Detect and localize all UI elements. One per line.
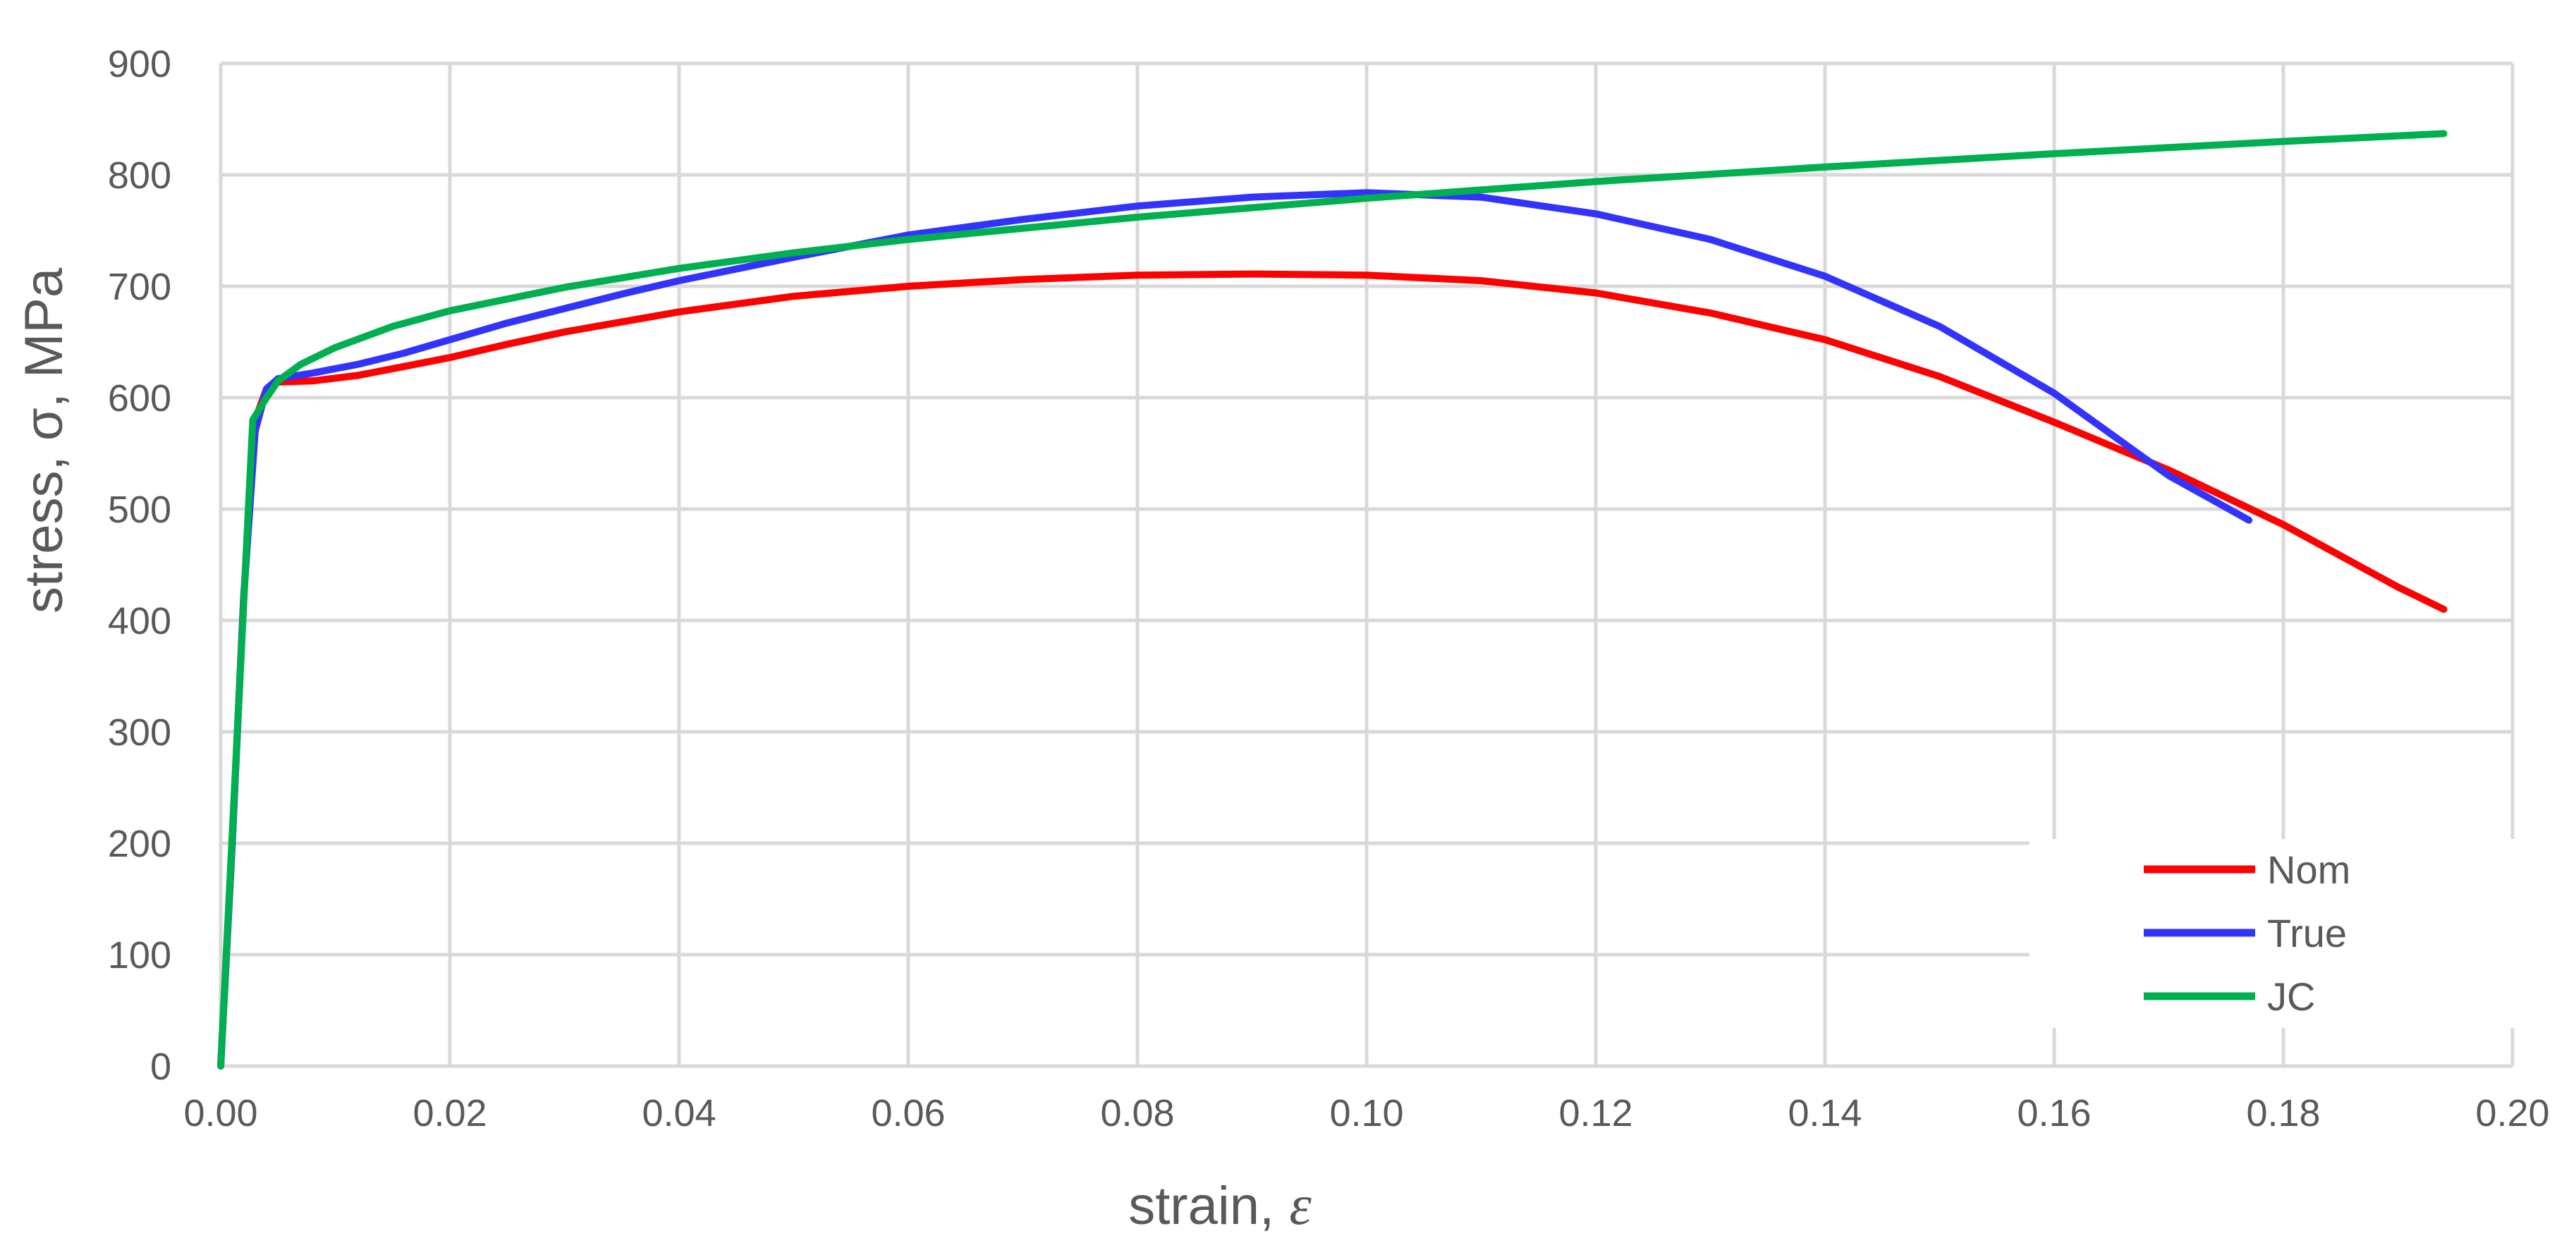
x-axis-title: strain, ε — [1128, 1175, 1312, 1237]
y-axis-tick-labels: 0 100 200 300 400 500 600 700 800 900 — [108, 43, 171, 1088]
y-tick-label: 400 — [108, 600, 171, 642]
legend-background — [2029, 839, 2516, 1028]
y-axis-title: stress, σ, MPa — [14, 267, 74, 613]
x-tick-label: 0.10 — [1329, 1092, 1403, 1134]
x-tick-label: 0.20 — [2475, 1092, 2549, 1134]
y-tick-label: 300 — [108, 711, 171, 754]
y-tick-label: 100 — [108, 934, 171, 976]
y-tick-label: 200 — [108, 823, 171, 865]
series-lines — [217, 130, 2448, 1070]
series-line-true — [217, 189, 2253, 1070]
legend: Nom True JC — [2029, 839, 2516, 1028]
x-tick-label: 0.04 — [642, 1092, 716, 1134]
y-tick-label: 0 — [150, 1046, 171, 1088]
y-tick-label: 900 — [108, 43, 171, 85]
x-tick-label: 0.18 — [2246, 1092, 2320, 1134]
legend-label-true: True — [2267, 911, 2347, 955]
x-axis-title-symbol: ε — [1289, 1175, 1312, 1237]
y-tick-label: 500 — [108, 489, 171, 531]
x-tick-label: 0.16 — [2017, 1092, 2091, 1134]
legend-label-jc: JC — [2267, 974, 2315, 1019]
x-tick-label: 0.00 — [183, 1092, 257, 1134]
x-tick-label: 0.12 — [1558, 1092, 1632, 1134]
legend-label-nom: Nom — [2267, 847, 2350, 892]
y-tick-label: 600 — [108, 377, 171, 420]
y-tick-label: 700 — [108, 266, 171, 308]
x-tick-label: 0.02 — [413, 1092, 487, 1134]
x-tick-label: 0.08 — [1100, 1092, 1174, 1134]
x-axis-title-text: strain, — [1128, 1176, 1289, 1236]
series-line-jc — [217, 130, 2448, 1070]
x-tick-label: 0.14 — [1788, 1092, 1862, 1134]
x-axis-tick-labels: 0.00 0.02 0.04 0.06 0.08 0.10 0.12 0.14 0.16 0.18… — [183, 1092, 2549, 1134]
y-tick-label: 800 — [108, 154, 171, 197]
grid — [219, 61, 2515, 1068]
x-tick-label: 0.06 — [871, 1092, 945, 1134]
